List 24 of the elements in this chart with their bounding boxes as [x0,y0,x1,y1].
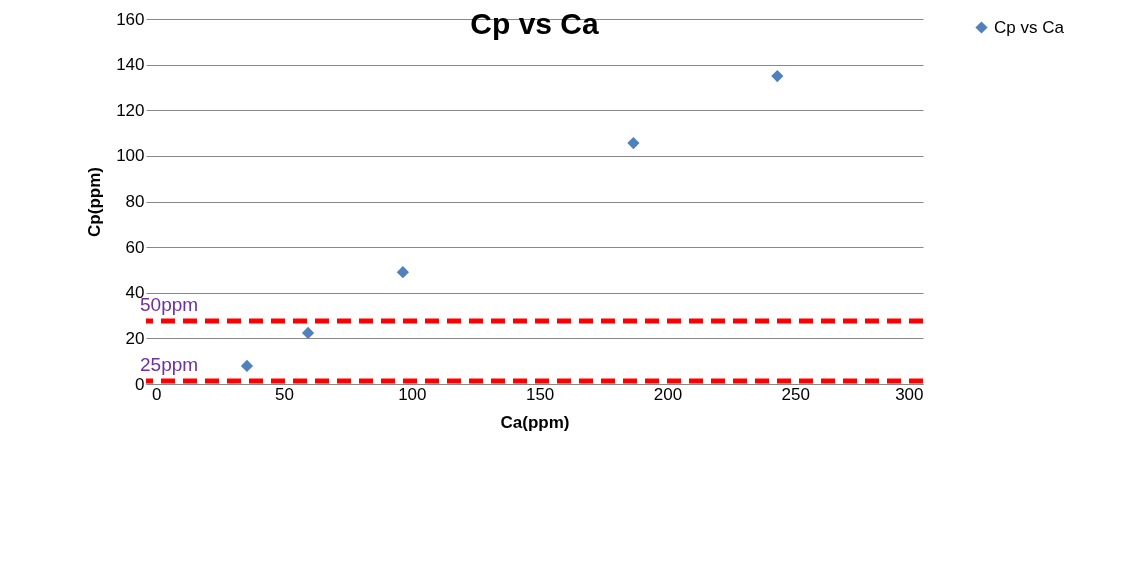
chart-title: Cp vs Ca [470,7,599,40]
y-axis-title: Cp(ppm) [85,167,105,237]
y-tick-label: 120 [116,100,145,120]
x-tick-label: 50 [275,384,294,404]
point [240,359,254,373]
x-tick-label: 200 [653,384,683,404]
x-tick-label: 100 [398,384,427,404]
x-tick-label: 150 [525,384,555,404]
point [771,69,784,83]
y-tick-label: 20 [125,328,145,348]
x-tick-label: 0 [151,384,162,404]
point [301,326,315,340]
y-tick-label: 60 [125,237,145,257]
x-axis-title: Ca(ppm) [500,412,570,432]
point [627,136,640,150]
ref-line-label: 25ppm [140,354,199,376]
legend-label: Cp vs Ca [994,17,1065,37]
x-tick-label: 250 [781,384,810,404]
y-tick-label: 140 [116,55,145,75]
y-tick-label: 160 [116,9,145,29]
point [396,266,409,279]
y-tick-label: 80 [125,192,145,211]
x-tick-label: 300 [895,384,924,404]
y-tick-label: 100 [116,146,145,166]
